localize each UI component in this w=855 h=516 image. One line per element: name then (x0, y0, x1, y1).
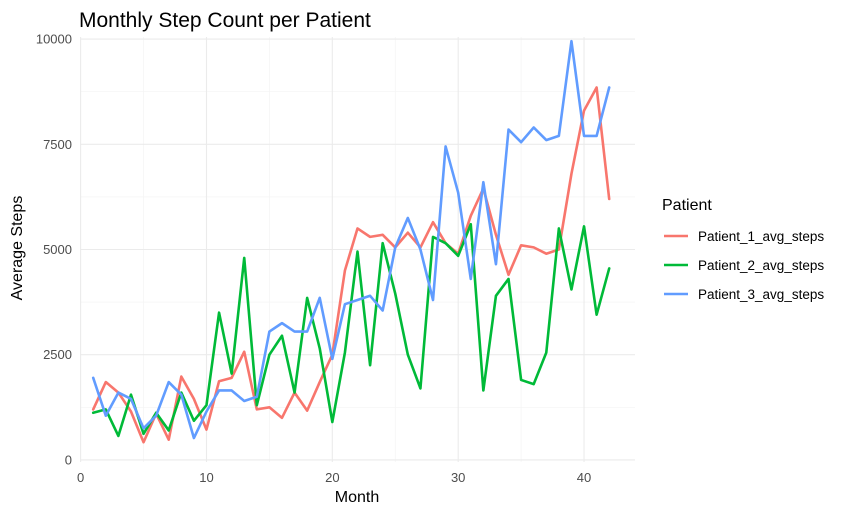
legend: Patient Patient_1_avg_steps Patient_2_avg… (662, 197, 824, 302)
legend-label-3: Patient_3_avg_steps (698, 287, 824, 302)
y-tick-label: 7500 (43, 137, 72, 152)
legend-label-2: Patient_2_avg_steps (698, 258, 824, 273)
chart-title: Monthly Step Count per Patient (79, 9, 371, 32)
x-tick-label: 30 (451, 470, 465, 485)
y-tick-label: 2500 (43, 347, 72, 362)
y-axis-ticks: 0 2500 5000 7500 10000 (36, 32, 72, 468)
series-line-1 (91, 86, 611, 444)
x-tick-label: 20 (325, 470, 339, 485)
x-axis-title: Month (335, 489, 379, 506)
x-tick-label: 0 (77, 470, 84, 485)
x-axis-ticks: 0 10 20 30 40 (77, 470, 591, 485)
major-grid (80, 37, 635, 462)
legend-title: Patient (662, 197, 712, 214)
series-lines (91, 39, 611, 444)
x-tick-label: 10 (199, 470, 213, 485)
y-tick-label: 5000 (43, 242, 72, 257)
y-tick-label: 0 (65, 452, 72, 467)
y-axis-title: Average Steps (9, 196, 26, 301)
legend-label-1: Patient_1_avg_steps (698, 229, 824, 244)
series-line-3 (91, 39, 611, 440)
x-tick-label: 40 (577, 470, 591, 485)
y-tick-label: 10000 (36, 32, 72, 47)
